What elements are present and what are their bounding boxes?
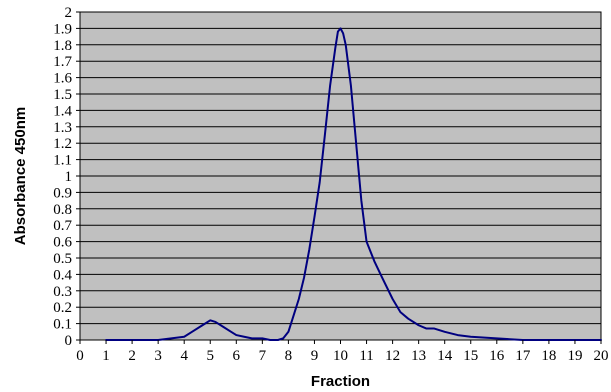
y-tick-label: 0: [65, 333, 73, 349]
y-tick-label: 0.9: [53, 185, 72, 201]
y-tick-label: 1.7: [53, 54, 72, 70]
series-line: [105, 27, 602, 341]
y-tick-label: 1.9: [53, 21, 72, 37]
x-tick-label: 2: [128, 348, 136, 364]
x-axis-ticks: 0 1 2 3 4 5 6 7 8 9 10 11 12 13 14 15 16 17 18 19 20: [76, 340, 609, 364]
x-tick-label: 8: [285, 348, 293, 364]
y-tick-label: 0.5: [53, 251, 72, 267]
y-tick-label: 0.4: [53, 267, 72, 283]
x-tick-label: 20: [594, 348, 609, 364]
y-tick-label: 0.6: [53, 235, 72, 251]
x-tick-label: 0: [76, 348, 84, 364]
y-tick-label: 0.3: [53, 284, 72, 300]
x-tick-label: 12: [385, 348, 400, 364]
y-tick-label: 0.2: [53, 300, 72, 316]
y-tick-label: 2: [65, 5, 73, 21]
x-tick-label: 1: [102, 348, 110, 364]
y-tick-label: 0.1: [53, 317, 72, 333]
x-tick-label: 15: [463, 348, 478, 364]
x-tick-label: 14: [437, 348, 453, 364]
y-tick-label: 1: [65, 169, 73, 185]
y-axis-ticks: 00.10.20.30.40.50.60.70.80.911.11.21.31.…: [53, 5, 80, 349]
y-axis-title: Absorbance 450nm: [12, 107, 29, 245]
x-tick-label: 13: [411, 348, 426, 364]
y-tick-label: 1.6: [53, 71, 72, 87]
y-tick-label: 0.7: [53, 218, 72, 234]
x-tick-label: 6: [233, 348, 241, 364]
x-tick-label: 18: [541, 348, 556, 364]
x-axis-title: Fraction: [311, 373, 370, 390]
x-tick-label: 3: [154, 348, 162, 364]
y-tick-label: 1.8: [53, 38, 72, 54]
x-tick-label: 11: [359, 348, 373, 364]
x-tick-label: 5: [207, 348, 215, 364]
y-tick-label: 1.3: [53, 120, 72, 136]
y-tick-label: 0.8: [53, 202, 72, 218]
x-tick-label: 17: [515, 348, 531, 364]
y-tick-label: 1.2: [53, 136, 72, 152]
x-tick-label: 7: [259, 348, 267, 364]
x-tick-label: 16: [489, 348, 505, 364]
y-tick-label: 1.5: [53, 87, 72, 103]
x-tick-label: 9: [311, 348, 319, 364]
x-tick-label: 19: [567, 348, 582, 364]
x-tick-label: 10: [333, 348, 348, 364]
y-tick-label: 1.1: [53, 153, 72, 169]
x-tick-label: 4: [180, 348, 188, 364]
y-tick-label: 1.4: [53, 103, 72, 119]
